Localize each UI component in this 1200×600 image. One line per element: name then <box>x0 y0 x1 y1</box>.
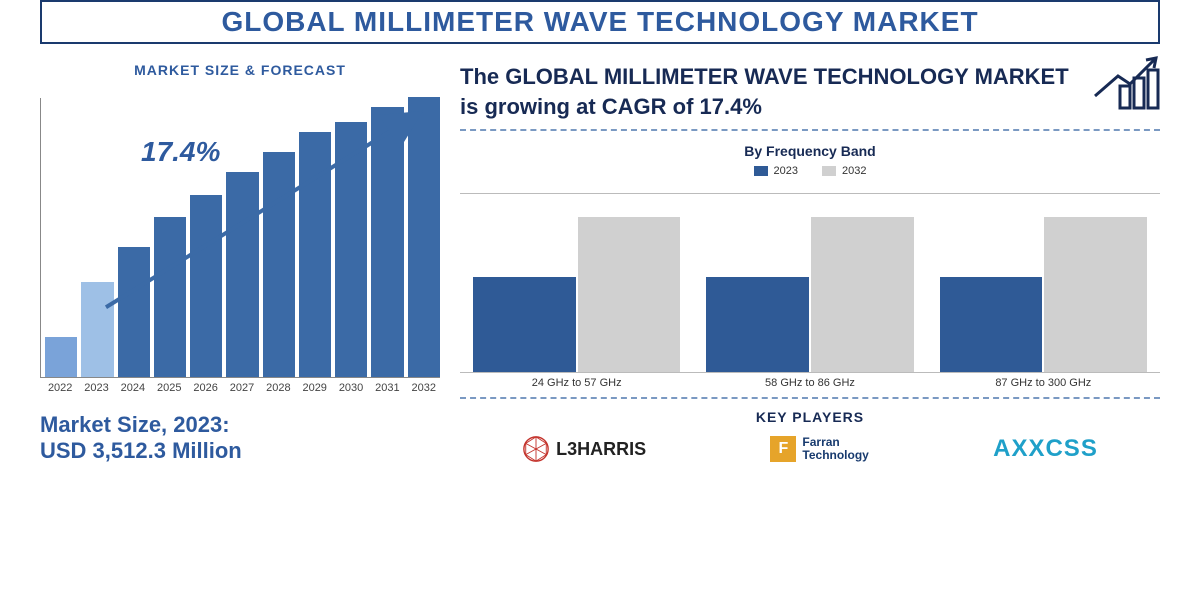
freq-category-axis: 24 GHz to 57 GHz58 GHz to 86 GHz87 GHz t… <box>460 377 1160 399</box>
forecast-bar <box>263 152 295 377</box>
farran-mark-icon: F <box>770 436 796 462</box>
logo-farran: F Farran Technology <box>770 436 868 462</box>
year-label: 2023 <box>80 382 112 394</box>
freq-chart-title: By Frequency Band <box>460 143 1160 159</box>
forecast-bar <box>154 217 186 377</box>
legend-item: 2032 <box>822 165 866 177</box>
forecast-bar <box>190 195 222 377</box>
freq-category-label: 87 GHz to 300 GHz <box>927 377 1160 389</box>
legend-label: 2032 <box>842 165 866 177</box>
freq-group <box>693 194 926 372</box>
key-players-logos: L3HARRIS F Farran Technology AXXCSS <box>460 435 1160 463</box>
page-title: GLOBAL MILLIMETER WAVE TECHNOLOGY MARKET <box>42 6 1158 38</box>
growth-chart-icon <box>1090 56 1160 111</box>
forecast-bar <box>299 132 331 377</box>
content: MARKET SIZE & FORECAST 17.4% 20222023202… <box>40 62 1160 464</box>
forecast-bar <box>408 97 440 377</box>
market-size-value: USD 3,512.3 Million <box>40 438 440 464</box>
forecast-bar <box>335 122 367 377</box>
forecast-bar <box>371 107 403 377</box>
freq-category-label: 24 GHz to 57 GHz <box>460 377 693 389</box>
freq-bar-2023 <box>473 277 576 372</box>
year-label: 2026 <box>189 382 221 394</box>
freq-group <box>927 194 1160 372</box>
left-column: MARKET SIZE & FORECAST 17.4% 20222023202… <box>40 62 440 464</box>
freq-bar-2023 <box>940 277 1043 372</box>
year-label: 2029 <box>299 382 331 394</box>
freq-legend: 2023 2032 <box>460 165 1160 177</box>
market-size-label: Market Size, 2023: <box>40 412 440 438</box>
year-label: 2022 <box>44 382 76 394</box>
legend-item: 2023 <box>754 165 798 177</box>
year-label: 2024 <box>117 382 149 394</box>
headline-text: The GLOBAL MILLIMETER WAVE TECHNOLOGY MA… <box>460 62 1080 121</box>
forecast-bar <box>118 247 150 377</box>
freq-bar-2032 <box>1044 217 1147 372</box>
title-bar: GLOBAL MILLIMETER WAVE TECHNOLOGY MARKET <box>40 0 1160 44</box>
freq-group <box>460 194 693 372</box>
l3harris-icon <box>522 435 550 463</box>
right-column: The GLOBAL MILLIMETER WAVE TECHNOLOGY MA… <box>460 62 1160 464</box>
forecast-bar-chart: 17.4% <box>40 98 440 378</box>
legend-swatch <box>754 166 768 176</box>
logo-axxcss: AXXCSS <box>993 435 1098 463</box>
legend-swatch <box>822 166 836 176</box>
freq-category-label: 58 GHz to 86 GHz <box>693 377 926 389</box>
year-label: 2027 <box>226 382 258 394</box>
year-label: 2032 <box>408 382 440 394</box>
year-label: 2025 <box>153 382 185 394</box>
freq-bar-chart <box>460 193 1160 373</box>
logo-l3harris: L3HARRIS <box>522 435 646 463</box>
year-label: 2031 <box>371 382 403 394</box>
forecast-bar <box>45 337 77 377</box>
forecast-bar <box>81 282 113 377</box>
headline: The GLOBAL MILLIMETER WAVE TECHNOLOGY MA… <box>460 62 1160 131</box>
freq-bar-2032 <box>578 217 681 372</box>
freq-bar-2023 <box>706 277 809 372</box>
forecast-bar <box>226 172 258 377</box>
key-players-title: KEY PLAYERS <box>460 409 1160 425</box>
freq-bar-2032 <box>811 217 914 372</box>
year-label: 2030 <box>335 382 367 394</box>
year-label: 2028 <box>262 382 294 394</box>
market-size-block: Market Size, 2023: USD 3,512.3 Million <box>40 412 440 464</box>
forecast-label: MARKET SIZE & FORECAST <box>40 62 440 78</box>
growth-rate: 17.4% <box>141 136 220 168</box>
year-axis: 2022 2023 2024 2025 2026 2027 2028 2029 2030 2031… <box>40 382 440 394</box>
legend-label: 2023 <box>774 165 798 177</box>
